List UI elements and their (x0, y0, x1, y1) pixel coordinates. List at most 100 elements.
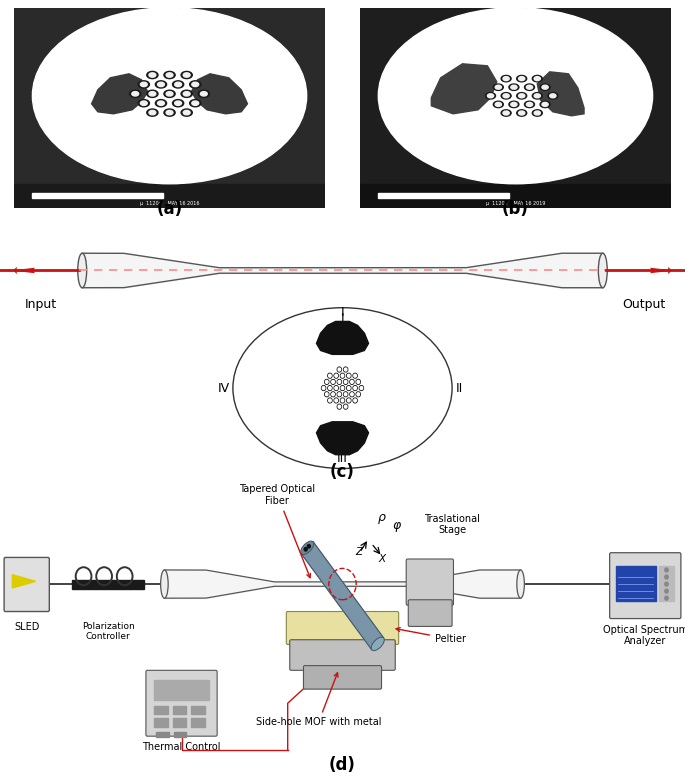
Circle shape (175, 101, 182, 105)
Circle shape (493, 84, 503, 90)
Text: $\rho$: $\rho$ (377, 513, 386, 526)
Text: Thermal Control: Thermal Control (142, 742, 221, 753)
Text: I: I (340, 311, 345, 325)
Circle shape (328, 373, 332, 378)
FancyBboxPatch shape (290, 640, 395, 670)
Circle shape (166, 111, 173, 114)
Circle shape (525, 101, 534, 107)
Circle shape (540, 84, 550, 90)
Circle shape (184, 73, 190, 77)
Circle shape (664, 582, 668, 586)
Bar (154, 706, 168, 714)
Circle shape (198, 90, 210, 97)
Bar (173, 706, 186, 714)
Circle shape (329, 374, 331, 377)
Circle shape (503, 94, 509, 98)
Circle shape (328, 386, 332, 390)
Text: Side-hole MOF with metal: Side-hole MOF with metal (256, 673, 382, 728)
Circle shape (337, 379, 341, 384)
Bar (154, 718, 168, 727)
Circle shape (341, 399, 344, 402)
Circle shape (378, 8, 653, 183)
Circle shape (132, 92, 138, 96)
Circle shape (164, 71, 175, 78)
Circle shape (501, 110, 511, 116)
Circle shape (548, 93, 558, 99)
FancyBboxPatch shape (286, 612, 399, 644)
Circle shape (532, 75, 543, 82)
Circle shape (495, 85, 501, 89)
FancyBboxPatch shape (406, 559, 453, 605)
Circle shape (304, 547, 307, 551)
FancyBboxPatch shape (4, 557, 49, 612)
Circle shape (344, 379, 348, 384)
Bar (32, 193, 163, 198)
Circle shape (347, 398, 351, 403)
Circle shape (337, 367, 341, 372)
Ellipse shape (160, 570, 169, 598)
Bar (174, 732, 186, 737)
Text: Polarization
Controller: Polarization Controller (82, 622, 135, 641)
Circle shape (334, 373, 338, 378)
Text: X: X (378, 554, 385, 564)
Circle shape (340, 373, 345, 378)
Circle shape (140, 82, 147, 86)
Bar (616, 566, 656, 601)
Text: (d): (d) (329, 756, 356, 774)
Circle shape (511, 85, 517, 89)
Circle shape (664, 575, 668, 579)
Circle shape (331, 392, 335, 397)
Circle shape (338, 368, 340, 371)
Circle shape (345, 393, 347, 396)
Circle shape (516, 110, 527, 116)
Circle shape (350, 392, 354, 397)
Circle shape (357, 380, 360, 383)
FancyBboxPatch shape (303, 666, 382, 689)
Circle shape (486, 93, 495, 99)
Polygon shape (316, 321, 369, 354)
Circle shape (516, 75, 527, 82)
Circle shape (344, 405, 348, 409)
FancyBboxPatch shape (408, 600, 452, 626)
Text: II: II (456, 382, 463, 394)
Bar (72, 580, 144, 589)
Circle shape (338, 405, 340, 408)
Circle shape (190, 81, 201, 88)
Circle shape (32, 8, 307, 183)
Circle shape (328, 398, 332, 403)
Circle shape (360, 387, 363, 390)
Text: I: I (340, 306, 345, 319)
Circle shape (353, 398, 357, 403)
Circle shape (340, 398, 345, 403)
Circle shape (344, 392, 348, 397)
Circle shape (138, 100, 149, 107)
Circle shape (532, 93, 543, 99)
Bar (14, 183, 325, 208)
Ellipse shape (516, 570, 525, 598)
Circle shape (149, 111, 155, 114)
Text: Input: Input (25, 298, 57, 311)
Circle shape (147, 90, 158, 97)
Bar (360, 183, 671, 208)
Circle shape (353, 399, 356, 402)
Circle shape (503, 111, 509, 115)
Bar (378, 193, 509, 198)
Circle shape (534, 94, 540, 98)
Circle shape (345, 405, 347, 408)
Circle shape (347, 399, 350, 402)
Circle shape (192, 82, 199, 86)
Circle shape (347, 387, 350, 390)
Circle shape (147, 109, 158, 116)
Circle shape (173, 81, 184, 88)
Circle shape (526, 103, 533, 107)
Circle shape (175, 82, 182, 86)
Circle shape (353, 373, 357, 378)
Circle shape (334, 398, 338, 403)
Text: Optical Spectrum
Analyzer: Optical Spectrum Analyzer (603, 625, 685, 647)
Circle shape (155, 100, 166, 107)
Circle shape (664, 590, 668, 593)
Circle shape (201, 92, 208, 96)
Circle shape (166, 92, 173, 96)
Polygon shape (432, 64, 497, 114)
Circle shape (164, 109, 175, 116)
